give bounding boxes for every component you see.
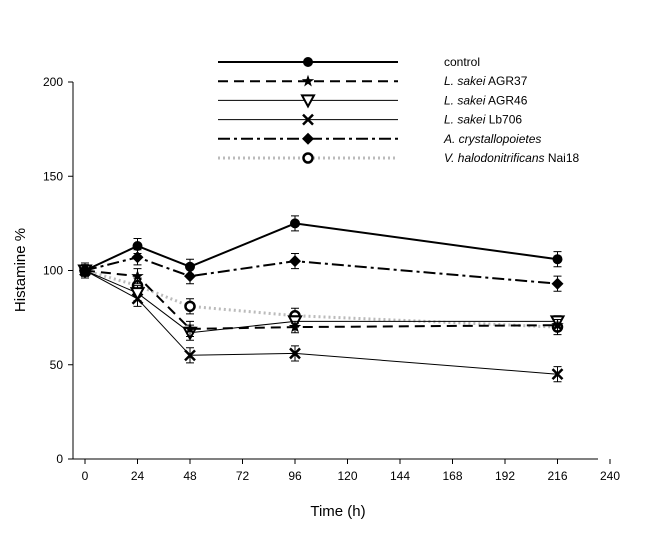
- y-tick-label: 150: [43, 169, 63, 183]
- data-point-marker: [131, 251, 144, 264]
- legend-label: L. sakei AGR37: [444, 74, 528, 88]
- series-line: [84, 269, 558, 330]
- x-tick-label: 192: [495, 469, 515, 483]
- data-point-marker: [132, 240, 143, 251]
- series-a-crystallopoietes: [79, 249, 564, 292]
- data-point-marker: [302, 113, 314, 126]
- data-point-marker: [551, 277, 564, 290]
- data-point-marker: [131, 269, 144, 282]
- data-point-marker: [183, 322, 197, 335]
- legend-entry: L. sakei AGR37: [218, 74, 528, 88]
- x-tick-label: 240: [600, 469, 620, 483]
- data-point-marker: [300, 94, 316, 109]
- data-point-marker: [551, 368, 564, 381]
- legend-label: L. sakei AGR46: [444, 93, 528, 107]
- data-point-marker: [184, 349, 196, 362]
- legend-entry: L. sakei AGR46: [218, 93, 528, 109]
- data-point-marker: [288, 320, 302, 333]
- x-tick-label: 72: [236, 469, 250, 483]
- data-point-marker: [80, 265, 90, 276]
- x-tick-label: 0: [82, 469, 89, 483]
- y-tick-label: 0: [56, 452, 63, 466]
- x-tick-label: 24: [131, 469, 145, 483]
- data-point-marker: [289, 255, 301, 268]
- axes: Histamine % Time (h) 0 24 48 72 96 120 144 168 1…: [12, 75, 620, 520]
- y-tick-label: 100: [43, 264, 63, 278]
- y-tick-label: 50: [50, 358, 64, 372]
- legend-label: V. halodonitrificans Nai18: [444, 151, 580, 165]
- x-tick-label: 120: [337, 469, 357, 483]
- series-line: [84, 270, 558, 334]
- series-l-sakei-agr37: [78, 264, 564, 337]
- legend-label: L. sakei Lb706: [444, 113, 522, 127]
- x-tick-label: 144: [390, 469, 410, 483]
- data-point-marker: [303, 57, 313, 67]
- data-point-marker: [552, 254, 563, 265]
- x-tick-label: 216: [547, 469, 567, 483]
- legend: control L. sakei AGR37 L. sakei AGR46 L. sa…: [218, 55, 580, 165]
- data-point-marker: [302, 152, 314, 164]
- y-tick-label: 200: [43, 75, 63, 89]
- data-point-marker: [185, 261, 195, 272]
- data-point-marker: [289, 347, 301, 360]
- x-axis-title: Time (h): [310, 503, 365, 520]
- series-line: [84, 270, 558, 375]
- data-point-marker: [302, 132, 314, 145]
- series-line: [84, 256, 558, 285]
- legend-entry: A. crystallopoietes: [218, 132, 541, 146]
- legend-entry: V. halodonitrificans Nai18: [218, 151, 580, 165]
- data-point-marker: [551, 318, 564, 331]
- series-v-halodonitrificans-nai18: [79, 264, 564, 336]
- data-point-marker: [184, 270, 196, 283]
- legend-label: control: [444, 55, 480, 69]
- legend-label: A. crystallopoietes: [443, 132, 541, 146]
- legend-entry: control: [218, 55, 480, 69]
- data-point-marker: [301, 74, 315, 87]
- series-control: [80, 215, 563, 279]
- series-l-sakei-agr46: [77, 264, 566, 341]
- data-point-marker: [290, 218, 300, 229]
- y-axis-title: Histamine %: [12, 228, 29, 312]
- plot-area: [77, 215, 566, 383]
- x-tick-label: 48: [183, 469, 197, 483]
- x-tick-label: 168: [442, 469, 462, 483]
- data-point-marker: [129, 287, 146, 302]
- x-tick-label: 96: [288, 469, 302, 483]
- data-point-marker: [184, 300, 196, 313]
- legend-entry: L. sakei Lb706: [218, 113, 522, 127]
